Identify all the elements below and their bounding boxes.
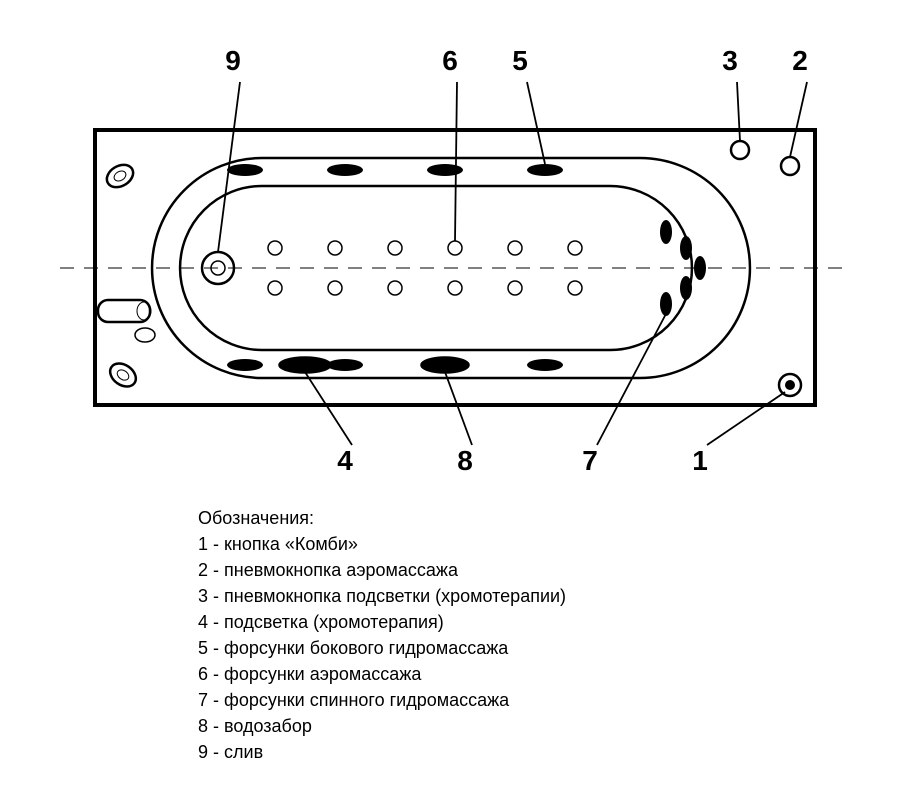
legend-block: Обозначения:1 - кнопка «Комби»2 - пневмо… (198, 505, 566, 765)
water-intake (421, 357, 469, 373)
side-jet (227, 164, 263, 176)
side-jet (227, 359, 263, 371)
callout-3: 3 (722, 45, 738, 76)
legend-item: 6 - форсунки аэромассажа (198, 661, 566, 687)
callout-1: 1 (692, 445, 708, 476)
side-jet (527, 359, 563, 371)
callout-2: 2 (792, 45, 808, 76)
faucet-diverter (135, 328, 155, 342)
chromo-light (279, 357, 331, 373)
legend-item: 7 - форсунки спинного гидромассажа (198, 687, 566, 713)
callout-5: 5 (512, 45, 528, 76)
legend-item: 5 - форсунки бокового гидромассажа (198, 635, 566, 661)
button-1-inner (785, 380, 795, 390)
callout-6: 6 (442, 45, 458, 76)
back-jet (680, 236, 692, 260)
legend-item: 4 - подсветка (хромотерапия) (198, 609, 566, 635)
bathtub-diagram: 9 6 5 3 2 4 8 7 1 (0, 0, 909, 500)
side-jet (327, 164, 363, 176)
callout-7: 7 (582, 445, 598, 476)
callout-8: 8 (457, 445, 473, 476)
faucet-spout (98, 300, 150, 322)
legend-item: 2 - пневмокнопка аэромассажа (198, 557, 566, 583)
back-jet (660, 220, 672, 244)
callout-4: 4 (337, 445, 353, 476)
side-jet (327, 359, 363, 371)
legend-item: 9 - слив (198, 739, 566, 765)
legend-title: Обозначения: (198, 505, 566, 531)
back-jet (694, 256, 706, 280)
legend-item: 1 - кнопка «Комби» (198, 531, 566, 557)
side-jet (427, 164, 463, 176)
legend-item: 3 - пневмокнопка подсветки (хромотерапии… (198, 583, 566, 609)
back-jet (680, 276, 692, 300)
side-jet (527, 164, 563, 176)
callout-9: 9 (225, 45, 241, 76)
legend-item: 8 - водозабор (198, 713, 566, 739)
